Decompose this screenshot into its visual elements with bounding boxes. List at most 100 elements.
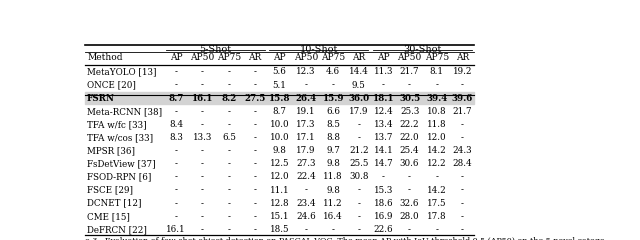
Text: 28.4: 28.4 bbox=[452, 159, 472, 168]
Text: -: - bbox=[201, 120, 204, 129]
Text: 8.7: 8.7 bbox=[168, 94, 184, 103]
Text: 21.7: 21.7 bbox=[452, 107, 472, 116]
Text: -: - bbox=[175, 186, 177, 195]
Text: 19.1: 19.1 bbox=[296, 107, 316, 116]
Text: -: - bbox=[357, 199, 360, 208]
Text: -: - bbox=[305, 186, 307, 195]
Text: AR: AR bbox=[456, 53, 469, 62]
Text: 9.5: 9.5 bbox=[352, 81, 365, 90]
Text: AP50: AP50 bbox=[397, 53, 422, 62]
Text: Meta-RCNN [38]: Meta-RCNN [38] bbox=[87, 107, 162, 116]
Text: 22.4: 22.4 bbox=[296, 173, 316, 181]
Text: AP: AP bbox=[170, 53, 182, 62]
Text: -: - bbox=[461, 173, 464, 181]
Text: 9.8: 9.8 bbox=[326, 159, 340, 168]
Text: 5.1: 5.1 bbox=[273, 81, 287, 90]
Text: -: - bbox=[461, 199, 464, 208]
Text: 30-Shot: 30-Shot bbox=[403, 45, 442, 54]
Text: -: - bbox=[382, 81, 385, 90]
Bar bbox=[85, 92, 474, 103]
Text: 10.8: 10.8 bbox=[427, 107, 447, 116]
Text: -: - bbox=[461, 133, 464, 142]
Text: TFA w/cos [33]: TFA w/cos [33] bbox=[87, 133, 153, 142]
Text: 19.2: 19.2 bbox=[452, 67, 472, 77]
Text: 39.4: 39.4 bbox=[426, 94, 447, 103]
Text: -: - bbox=[201, 212, 204, 221]
Text: 17.9: 17.9 bbox=[349, 107, 369, 116]
Text: 8.4: 8.4 bbox=[169, 120, 183, 129]
Text: -: - bbox=[253, 120, 257, 129]
Text: -: - bbox=[175, 81, 177, 90]
Text: -: - bbox=[228, 107, 231, 116]
Text: 12.5: 12.5 bbox=[270, 159, 289, 168]
Text: 8.5: 8.5 bbox=[326, 120, 340, 129]
Text: 6.5: 6.5 bbox=[223, 133, 237, 142]
Text: -: - bbox=[435, 173, 438, 181]
Text: -: - bbox=[201, 159, 204, 168]
Text: -: - bbox=[228, 199, 231, 208]
Text: FSOD-RPN [6]: FSOD-RPN [6] bbox=[87, 173, 151, 181]
Text: FSRN: FSRN bbox=[87, 94, 115, 103]
Text: -: - bbox=[228, 159, 231, 168]
Text: -: - bbox=[201, 146, 204, 155]
Text: -: - bbox=[201, 107, 204, 116]
Text: 5.6: 5.6 bbox=[273, 67, 287, 77]
Text: -: - bbox=[253, 212, 257, 221]
Text: AP50: AP50 bbox=[190, 53, 214, 62]
Text: 13.3: 13.3 bbox=[193, 133, 212, 142]
Text: -: - bbox=[253, 107, 257, 116]
Text: -: - bbox=[253, 186, 257, 195]
Text: 25.3: 25.3 bbox=[400, 107, 419, 116]
Text: 4.6: 4.6 bbox=[326, 67, 340, 77]
Text: -: - bbox=[382, 173, 385, 181]
Text: 18.1: 18.1 bbox=[372, 94, 394, 103]
Text: 11.8: 11.8 bbox=[323, 173, 343, 181]
Text: 16.9: 16.9 bbox=[374, 212, 393, 221]
Text: 8.8: 8.8 bbox=[326, 133, 340, 142]
Text: 9.8: 9.8 bbox=[273, 146, 287, 155]
Text: 26.4: 26.4 bbox=[295, 94, 317, 103]
Text: -: - bbox=[228, 173, 231, 181]
Text: 9.7: 9.7 bbox=[326, 146, 340, 155]
Text: 16.1: 16.1 bbox=[166, 225, 186, 234]
Text: 15.3: 15.3 bbox=[374, 186, 393, 195]
Text: 16.4: 16.4 bbox=[323, 212, 343, 221]
Text: DCNET [12]: DCNET [12] bbox=[87, 199, 141, 208]
Text: 11.3: 11.3 bbox=[374, 67, 393, 77]
Text: 18.5: 18.5 bbox=[270, 225, 289, 234]
Text: TFA w/fc [33]: TFA w/fc [33] bbox=[87, 120, 147, 129]
Text: 8.7: 8.7 bbox=[273, 107, 287, 116]
Text: MetaYOLO [13]: MetaYOLO [13] bbox=[87, 67, 156, 77]
Text: e 3.  Evaluation of few-shot object detection on PASCAL VOC. The mean AP with Io: e 3. Evaluation of few-shot object detec… bbox=[85, 237, 605, 240]
Text: 25.4: 25.4 bbox=[400, 146, 419, 155]
Text: 8.2: 8.2 bbox=[222, 94, 237, 103]
Text: 15.8: 15.8 bbox=[269, 94, 291, 103]
Text: -: - bbox=[408, 186, 411, 195]
Text: 30.6: 30.6 bbox=[400, 159, 419, 168]
Text: -: - bbox=[201, 81, 204, 90]
Text: AR: AR bbox=[248, 53, 262, 62]
Text: 24.6: 24.6 bbox=[296, 212, 316, 221]
Text: -: - bbox=[201, 186, 204, 195]
Text: -: - bbox=[175, 159, 177, 168]
Text: -: - bbox=[332, 225, 335, 234]
Text: 8.3: 8.3 bbox=[169, 133, 183, 142]
Text: 11.1: 11.1 bbox=[270, 186, 289, 195]
Text: 12.0: 12.0 bbox=[270, 173, 289, 181]
Text: 13.4: 13.4 bbox=[374, 120, 393, 129]
Text: 12.2: 12.2 bbox=[427, 159, 447, 168]
Text: 15.9: 15.9 bbox=[323, 94, 344, 103]
Text: -: - bbox=[435, 225, 438, 234]
Text: DeFRCN [22]: DeFRCN [22] bbox=[87, 225, 147, 234]
Text: AP: AP bbox=[377, 53, 390, 62]
Text: -: - bbox=[228, 212, 231, 221]
Text: 21.2: 21.2 bbox=[349, 146, 369, 155]
Text: -: - bbox=[435, 81, 438, 90]
Text: 17.9: 17.9 bbox=[296, 146, 316, 155]
Text: 22.2: 22.2 bbox=[400, 120, 419, 129]
Text: -: - bbox=[201, 199, 204, 208]
Text: 17.8: 17.8 bbox=[427, 212, 447, 221]
Text: 12.4: 12.4 bbox=[373, 107, 393, 116]
Text: 14.1: 14.1 bbox=[373, 146, 393, 155]
Text: -: - bbox=[461, 186, 464, 195]
